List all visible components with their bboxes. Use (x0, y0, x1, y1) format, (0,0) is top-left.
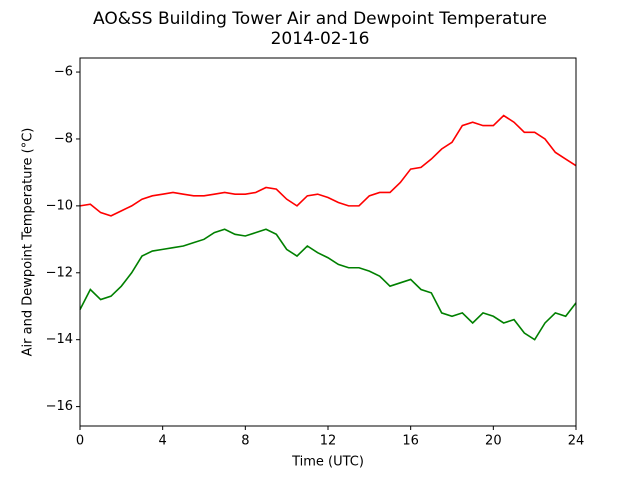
x-tick-label: 20 (485, 434, 502, 449)
x-tick-label: 4 (159, 434, 167, 449)
plot-frame (79, 57, 577, 427)
y-tick-label: −16 (46, 399, 73, 414)
data-line (79, 228, 577, 341)
y-tick-label: −14 (46, 332, 73, 347)
chart-subtitle: 2014-02-16 (271, 29, 370, 49)
y-tick-label: −10 (46, 198, 73, 213)
x-tick-label: 16 (402, 434, 419, 449)
x-axis-label: Time (UTC) (291, 455, 364, 470)
x-tick-label: 12 (320, 434, 337, 449)
y-tick-label: −8 (54, 131, 73, 146)
x-tick-label: 0 (76, 434, 84, 449)
data-line (79, 114, 577, 217)
x-tick-label: 8 (241, 434, 249, 449)
y-tick-label: −6 (54, 65, 73, 80)
x-tick-label: 24 (568, 434, 585, 449)
chart-title: AO&SS Building Tower Air and Dewpoint Te… (93, 9, 547, 29)
y-tick-label: −12 (46, 265, 73, 280)
y-axis-label: Air and Dewpoint Temperature (°C) (21, 128, 36, 357)
